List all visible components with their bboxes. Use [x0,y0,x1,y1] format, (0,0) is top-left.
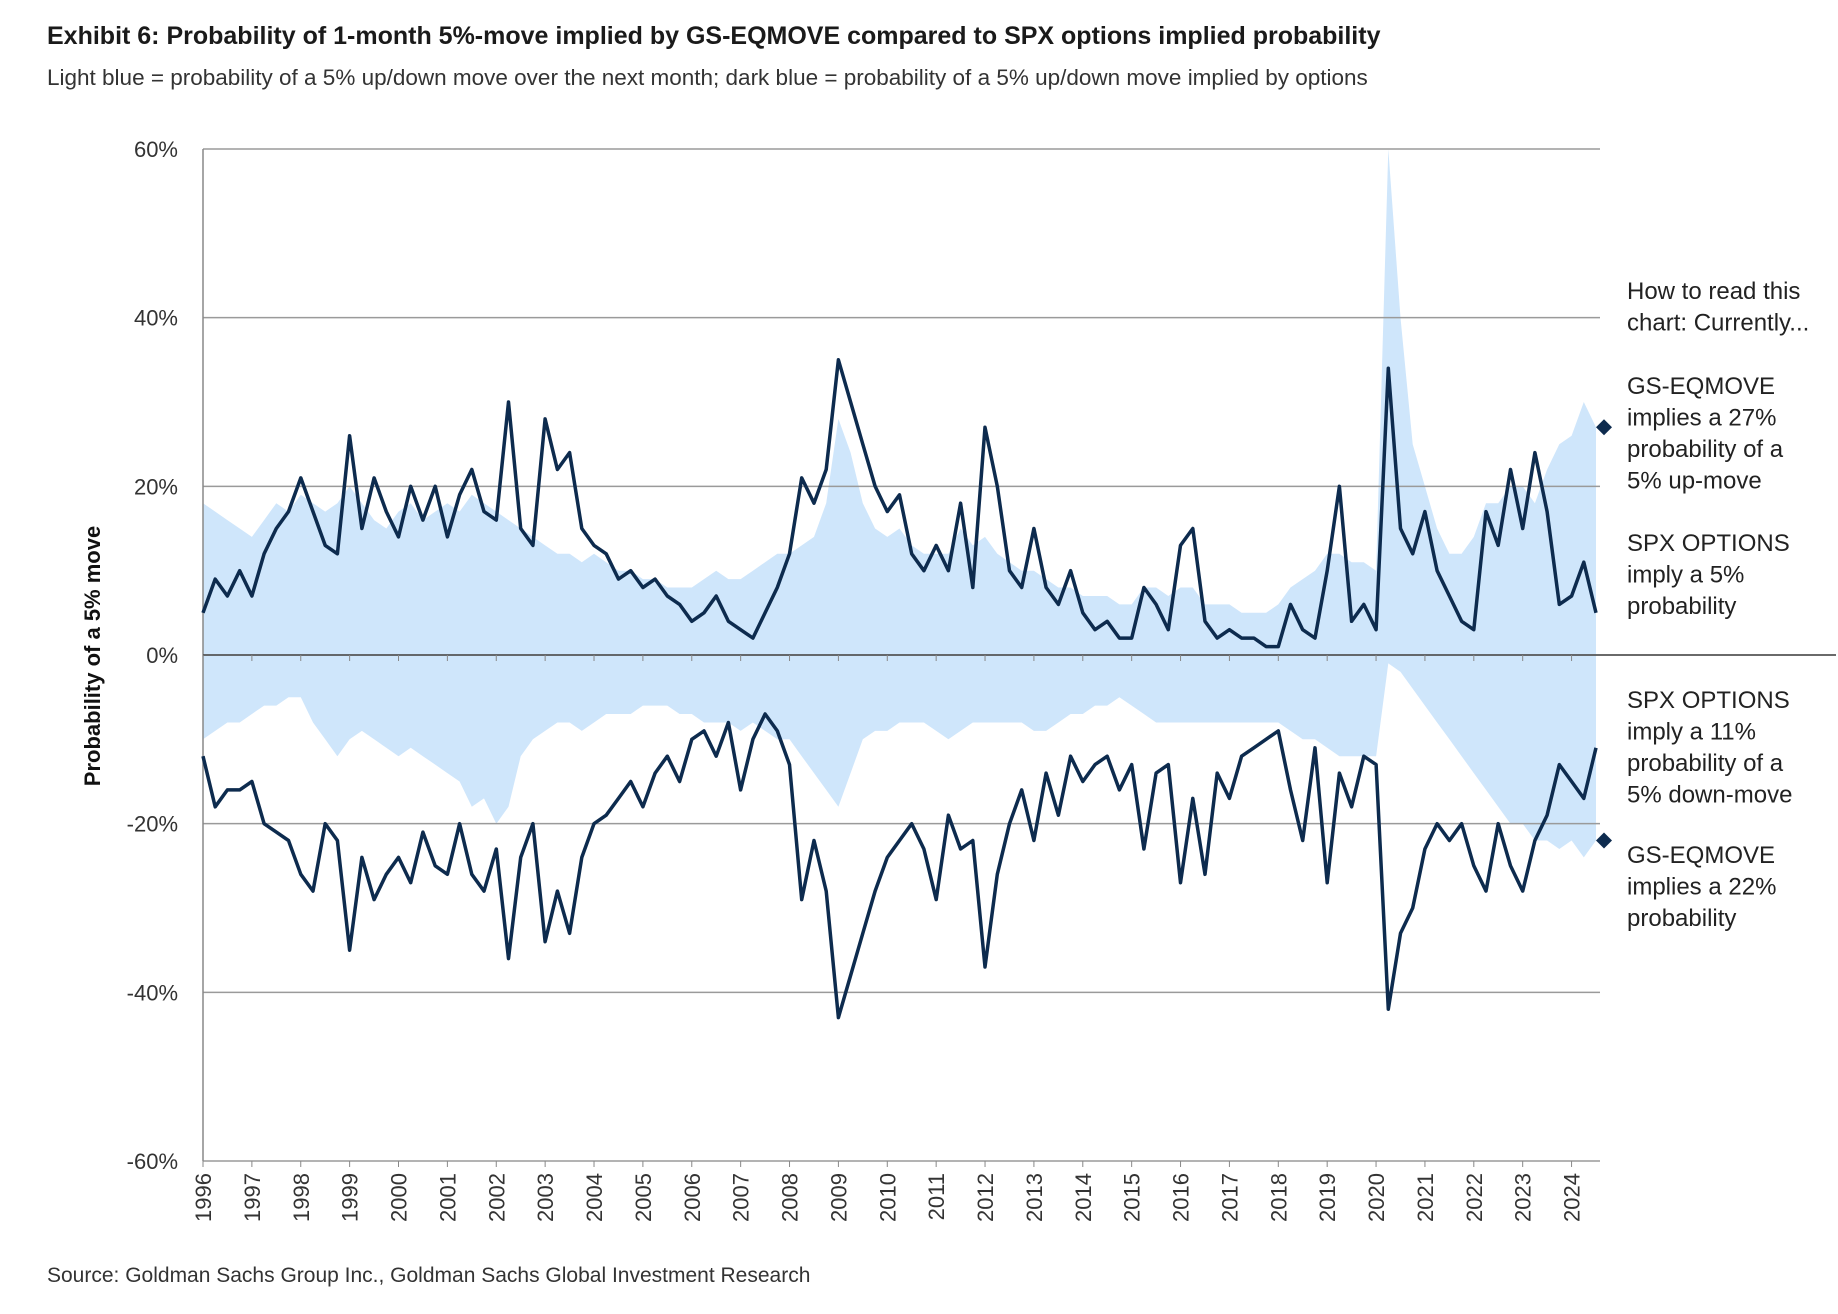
x-tick-label: 2005 [631,1173,656,1222]
x-tick-label: 1999 [338,1173,363,1222]
x-tick-label: 2003 [533,1173,558,1222]
annotation-line: SPX OPTIONS [1627,687,1790,714]
y-tick-label: -60% [127,1149,178,1174]
x-tick-label: 2024 [1560,1173,1585,1222]
annotation-line: SPX OPTIONS [1627,530,1790,557]
x-tick-label: 2016 [1169,1173,1194,1222]
x-tick-label: 2019 [1315,1173,1340,1222]
annotation-line: 5% up-move [1627,468,1762,495]
annotation-line: imply a 5% [1627,562,1744,589]
plot-area: 60% 40% 20% 0% -20% -40% -60% 1996 1997 1998 1999 2… [127,137,1836,1222]
x-tick-label: 2021 [1413,1173,1438,1222]
annotation-line: probability [1627,593,1736,620]
x-tick-label: 2004 [582,1173,607,1222]
source-note: Source: Goldman Sachs Group Inc., Goldma… [47,1264,810,1287]
marker-gs-eqmove-up [1596,419,1612,436]
annotation-line: GS-EQMOVE [1627,842,1775,869]
line-spx-options-down [201,712,1598,1020]
x-tick-label: 2023 [1511,1173,1536,1222]
annotation-line: probability of a [1627,436,1784,463]
y-tick-label: 40% [134,306,178,331]
x-tick-label: 2008 [778,1173,803,1222]
x-tick-label: 2002 [484,1173,509,1222]
annotation-line: probability of a [1627,750,1784,777]
x-tick-label: 2006 [680,1173,705,1222]
annotation-spx-down: SPX OPTIONS imply a 11% probability of a 5%… [1627,687,1792,809]
x-tick-label: 2014 [1071,1173,1096,1222]
x-tick-label: 2011 [924,1173,949,1220]
annotation-intro: How to read this chart: Currently... [1627,278,1809,337]
x-tick-label: 2020 [1364,1173,1389,1222]
chart-title: Exhibit 6: Probability of 1-month 5%-mov… [47,22,1381,50]
annotation-line: implies a 27% [1627,405,1776,432]
annotation-line: imply a 11% [1627,719,1756,746]
x-tick-label: 1998 [289,1173,314,1222]
y-tick-label: -40% [127,980,178,1005]
x-tick-label: 2001 [435,1173,460,1222]
annotation-spx-up: SPX OPTIONS imply a 5% probability [1627,530,1790,620]
y-tick-label: 0% [146,643,178,668]
annotation-line: implies a 22% [1627,874,1776,901]
x-tick-label: 1996 [191,1173,216,1222]
x-tick-label: 2007 [729,1173,754,1222]
annotation-line: 5% down-move [1627,782,1792,809]
x-tick-label: 2013 [1022,1173,1047,1222]
annotation-line: chart: Currently... [1627,310,1809,337]
y-tick-label: 20% [134,474,178,499]
marker-gs-eqmove-down [1596,832,1612,849]
annotation-line: GS-EQMOVE [1627,373,1775,400]
area-gs-eqmove-up [203,149,1596,655]
x-tick-label: 1997 [240,1173,265,1222]
annotation-gs-up: GS-EQMOVE implies a 27% probability of a 5%… [1627,373,1784,495]
x-tick-label: 2022 [1462,1173,1487,1222]
chart-subtitle: Light blue = probability of a 5% up/down… [47,65,1368,90]
y-tick-label: -20% [127,812,178,837]
annotation-gs-down: GS-EQMOVE implies a 22% probability [1627,842,1776,932]
annotation-line: How to read this [1627,278,1800,305]
area-gs-eqmove-down [203,655,1596,858]
x-tick-label: 2015 [1120,1173,1145,1222]
annotations: How to read this chart: Currently... GS-EQ… [1627,278,1809,932]
x-tick-label: 2009 [826,1173,851,1222]
x-tick-label: 2010 [875,1173,900,1222]
annotation-line: probability [1627,905,1736,932]
line-spx-options-up [201,358,1598,649]
x-tick-label: 2000 [387,1173,412,1222]
x-tick-label: 2012 [973,1173,998,1222]
y-tick-label: 60% [134,137,178,162]
y-axis-label: Probability of a 5% move [80,526,105,786]
x-tick-label: 2017 [1217,1173,1242,1222]
x-tick-label: 2018 [1266,1173,1291,1222]
